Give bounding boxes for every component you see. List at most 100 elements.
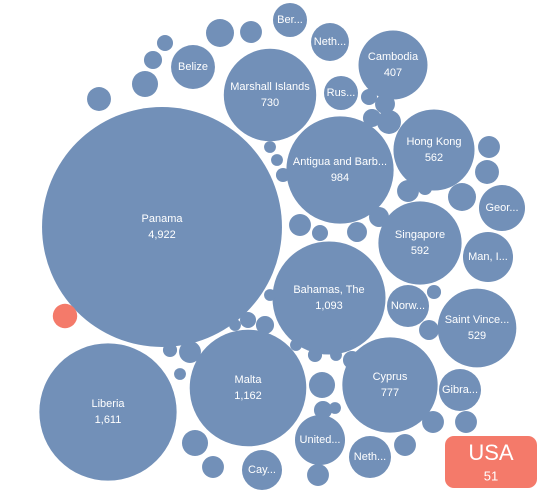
bubble-label: Neth... [354,451,386,463]
bubble-label: United... [300,434,341,446]
bubble [223,48,317,142]
bubble [455,411,477,433]
bubble-value: 562 [425,152,443,164]
bubble-label: Man, I... [468,251,508,263]
bubble [255,315,275,335]
bubble-value: 777 [381,387,399,399]
bubble-label: Malta [235,374,263,386]
bubble-value: 4,922 [148,229,176,241]
bubble [419,320,439,340]
bubble [307,347,323,363]
bubble [360,88,378,106]
bubble-value: 1,611 [95,414,122,426]
bubble [329,402,341,414]
bubble [342,337,438,433]
bubble [52,303,78,329]
bubble [202,456,224,478]
bubble-label: Cambodia [368,51,419,63]
callout-value: 51 [484,468,498,483]
bubble-label: Bahamas, The [293,284,364,296]
bubble [437,288,517,368]
bubble-value: 407 [384,67,402,79]
bubble [448,183,476,211]
bubble [342,350,362,370]
bubble [42,107,282,347]
bubble [275,167,291,183]
bubble [426,284,442,300]
bubble [229,319,241,331]
bubble [294,414,346,466]
bubble [422,411,444,433]
bubble [347,222,367,242]
bubble [286,116,394,224]
bubble-label: Norw... [391,300,425,312]
bubble [375,94,395,114]
highlight-callout: USA 51 [445,436,537,488]
bubble [174,368,186,380]
bubble [397,180,419,202]
bubble-label: Liberia [91,398,125,410]
callout-box [445,436,537,488]
bubble-value: 1,093 [315,300,343,312]
bubble [311,23,349,61]
bubble [462,231,514,283]
bubble [438,368,482,412]
bubble [264,289,276,301]
bubble [348,435,392,479]
bubble [272,2,308,38]
bubble-label: Singapore [395,229,445,241]
bubble [313,400,333,420]
bubble-label: Saint Vince... [445,314,510,326]
bubble [478,184,526,232]
bubble [239,311,257,329]
bubble-label: Marshall Islands [230,81,310,93]
bubble [394,434,416,456]
bubble [39,343,177,481]
bubble-label: Hong Kong [406,136,461,148]
bubble [87,87,111,111]
bubble [206,19,234,47]
bubble [162,342,178,358]
bubble [241,449,283,491]
bubble [189,329,307,447]
bubble-label: Antigua and Barb... [293,156,387,168]
bubble [181,429,209,457]
bubble [308,371,336,399]
bubble [478,136,500,158]
bubble [323,75,359,111]
bubble [417,180,433,196]
bubble [143,50,163,70]
bubble [179,341,201,363]
bubble-value: 592 [411,245,429,257]
bubble [362,108,382,128]
bubble [393,109,475,191]
callout-name: USA [468,440,514,465]
bubble-label: Neth... [314,36,346,48]
bubble [311,224,329,242]
bubble-label: Gibra... [442,384,478,396]
bubble-label: Geor... [485,202,518,214]
bubble-label: Panama [142,213,184,225]
bubble [271,154,283,166]
bubble-label: Cay... [248,464,276,476]
bubble-value: 1,162 [234,390,262,402]
bubble [340,329,352,341]
bubble [272,241,386,355]
bubble [156,34,174,52]
bubble [377,110,401,134]
bubble [240,21,262,43]
bubble [290,339,302,351]
bubble [358,30,428,100]
bubble [369,207,389,227]
bubble-label: Rus... [327,87,356,99]
bubble-label: Ber... [277,14,303,26]
bubble [131,70,159,98]
bubble-value: 984 [331,172,349,184]
bubble-value: 529 [468,330,486,342]
bubble [307,464,329,486]
bubble-label: Belize [178,61,208,73]
bubble [475,160,499,184]
bubble [378,201,462,285]
bubble [289,214,311,236]
